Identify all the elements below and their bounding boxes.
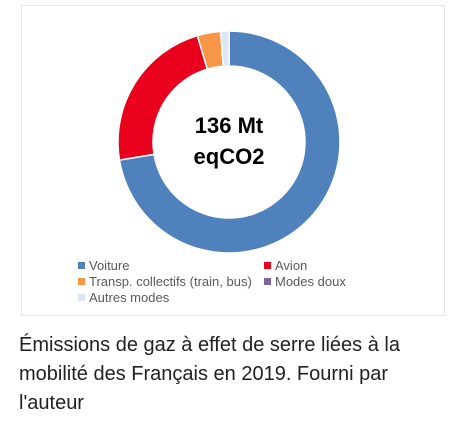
center-label-line-1: 136 Mt xyxy=(195,113,264,138)
chart-legend: Voiture Avion Transp. collectifs (train, b… xyxy=(78,258,346,305)
legend-label-autres-modes: Autres modes xyxy=(89,290,170,305)
legend-swatch-voiture xyxy=(78,262,85,269)
donut-chart: 136 Mt eqCO2 Voiture Avion Transp. collect… xyxy=(78,30,346,305)
legend-label-transp-collectifs-train-bus: Transp. collectifs (train, bus) xyxy=(89,274,252,289)
legend-swatch-transp-collectifs-train-bus xyxy=(78,278,85,285)
center-label-line-2: eqCO2 xyxy=(194,144,265,169)
legend-label-voiture: Voiture xyxy=(89,258,129,273)
legend-swatch-autres-modes xyxy=(78,294,85,301)
chart-figure: 136 Mt eqCO2 Voiture Avion Transp. collect… xyxy=(21,5,445,316)
legend-label-modes-doux: Modes doux xyxy=(275,274,346,289)
donut-slices xyxy=(117,30,341,254)
legend-label-avion: Avion xyxy=(275,258,307,273)
legend-swatch-modes-doux xyxy=(264,278,271,285)
donut-hole xyxy=(153,66,305,218)
legend-swatch-avion xyxy=(264,262,271,269)
figure-caption: Émissions de gaz à effet de serre liées … xyxy=(19,334,400,414)
